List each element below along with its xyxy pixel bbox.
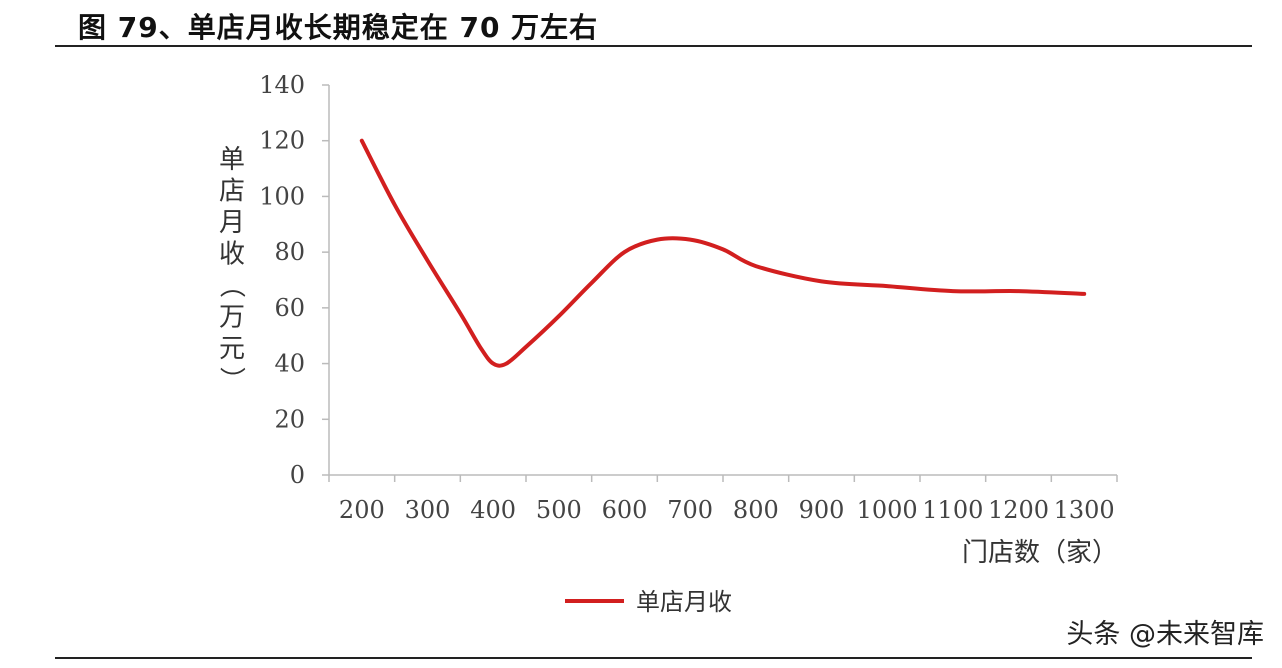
y-tick-label: 20 xyxy=(274,405,305,433)
series-line-单店月收 xyxy=(359,138,1087,368)
legend: 单店月收 xyxy=(565,588,732,616)
y-axis-title-char: ） xyxy=(216,366,246,392)
y-tick-label: 40 xyxy=(274,350,305,378)
top-rule xyxy=(55,45,1252,47)
x-tick-label: 1000 xyxy=(857,496,918,524)
y-axis-title-char: （ xyxy=(216,272,246,298)
y-tick-label: 0 xyxy=(290,461,305,489)
watermark-text: 头条 @未来智库 xyxy=(1066,619,1264,650)
y-axis-title-char: 月 xyxy=(219,208,245,238)
y-tick-label: 140 xyxy=(259,71,305,99)
x-tick-label: 200 xyxy=(339,496,385,524)
x-tick-label: 900 xyxy=(799,496,845,524)
bottom-rule xyxy=(55,657,1252,659)
x-tick-label: 700 xyxy=(667,496,713,524)
x-tick-label: 1100 xyxy=(922,496,983,524)
y-axis-title-char: 万 xyxy=(219,303,245,333)
x-tick-label: 1300 xyxy=(1054,496,1115,524)
x-tick-label: 400 xyxy=(470,496,516,524)
y-axis-title-char: 单 xyxy=(219,145,245,175)
y-tick-label: 80 xyxy=(274,238,305,266)
axes xyxy=(322,84,1118,482)
x-axis-title: 门店数（家） xyxy=(962,538,1118,568)
x-tick-label: 1200 xyxy=(988,496,1049,524)
series-layer xyxy=(359,138,1087,368)
x-tick-label: 600 xyxy=(602,496,648,524)
y-tick-label: 100 xyxy=(259,182,305,210)
x-tick-label: 300 xyxy=(405,496,451,524)
y-axis-title-char: 收 xyxy=(219,240,245,270)
y-axis-title-char: 元 xyxy=(219,334,245,364)
y-tick-label: 120 xyxy=(259,127,305,155)
y-tick-label: 60 xyxy=(274,294,305,322)
y-axis-title: 单店月收（ 万元） xyxy=(216,145,246,393)
x-tick-label: 500 xyxy=(536,496,582,524)
y-axis-title-char: 店 xyxy=(219,177,245,207)
legend-label: 单店月收 xyxy=(636,588,732,616)
tick-labels: 0 20 40 60 80 100 120 140 200 300 400 500 600 700 800 9… xyxy=(259,71,1115,524)
figure-title: 图 79、单店月收长期稳定在 70 万左右 xyxy=(78,11,599,44)
x-tick-label: 800 xyxy=(733,496,779,524)
